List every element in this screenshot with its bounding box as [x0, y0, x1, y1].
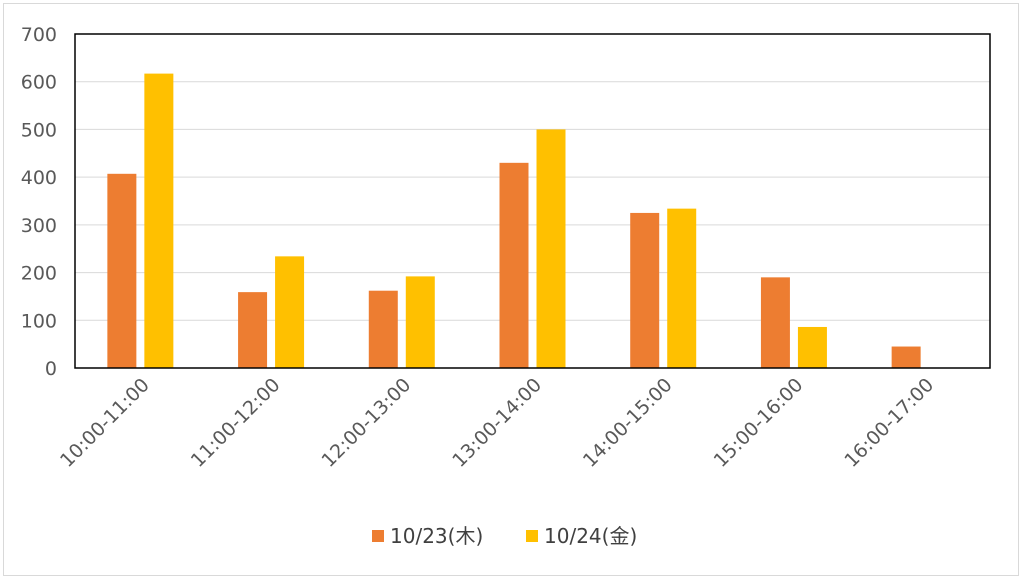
bar-series2-4: [667, 208, 697, 368]
y-tick-label: 200: [21, 263, 57, 285]
bar-series1-2: [368, 290, 398, 368]
gridlines: [75, 33, 990, 369]
x-tick-label: 10:00-11:00: [56, 374, 154, 472]
bar-series2-2: [405, 276, 435, 368]
bar-series2-3: [536, 129, 566, 368]
y-tick-label: 300: [21, 215, 57, 237]
legend-label: 10/24(金): [544, 524, 637, 548]
x-tick-label: 11:00-12:00: [187, 374, 285, 472]
bar-series1-4: [630, 212, 660, 368]
x-axis-ticks: 10:00-11:00 11:00-12:00 12:00-13:00 13:00-1…: [56, 374, 938, 472]
x-tick-label: 13:00-14:00: [448, 374, 546, 472]
y-tick-label: 500: [21, 119, 57, 141]
bar-series2-0: [144, 73, 174, 369]
x-tick-label: 15:00-16:00: [710, 374, 808, 472]
bar-series2-5: [797, 326, 827, 368]
plot-area-border: [74, 33, 991, 369]
bar-series1-6: [891, 346, 921, 368]
bar-series1-3: [499, 162, 529, 368]
y-tick-label: 400: [21, 167, 57, 189]
x-tick-label: 14:00-15:00: [579, 374, 677, 472]
legend: 10/23(木) 10/24(金): [372, 524, 637, 548]
y-tick-label: 100: [21, 310, 57, 332]
y-tick-label: 0: [45, 358, 57, 380]
y-axis-ticks: 0 100 200 300 400 500 600 700: [21, 24, 57, 380]
legend-label: 10/23(木): [390, 524, 483, 548]
bar-series2-1: [275, 256, 305, 368]
y-tick-label: 600: [21, 72, 57, 94]
legend-swatch: [372, 530, 384, 542]
bar-series1-0: [107, 173, 137, 368]
x-tick-label: 16:00-17:00: [840, 374, 938, 472]
y-tick-label: 700: [21, 24, 57, 46]
bars: [107, 73, 921, 369]
legend-swatch: [526, 530, 538, 542]
bar-series1-5: [760, 277, 790, 368]
x-tick-label: 12:00-13:00: [317, 374, 415, 472]
bar-series1-1: [238, 292, 268, 368]
